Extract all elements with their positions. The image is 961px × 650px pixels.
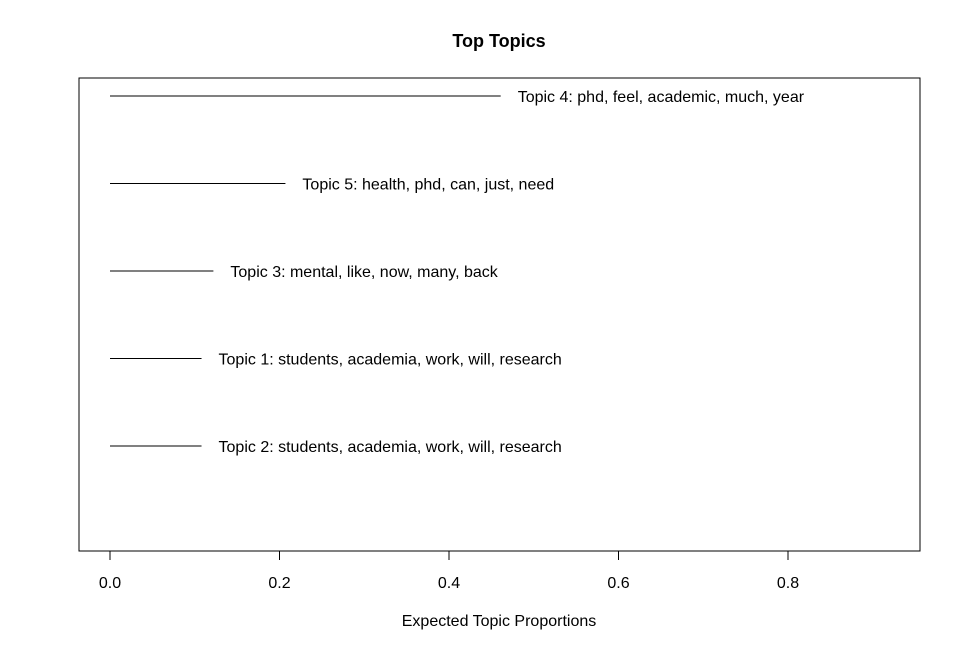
topic-bar-label: Topic 2: students, academia, work, will,… bbox=[219, 439, 562, 456]
topic-bars: Topic 4: phd, feel, academic, much, year… bbox=[110, 89, 805, 456]
x-tick-label: 0.6 bbox=[607, 575, 629, 592]
x-axis-label: Expected Topic Proportions bbox=[402, 613, 596, 630]
x-tick-label: 0.4 bbox=[438, 575, 460, 592]
chart-title: Top Topics bbox=[452, 31, 545, 51]
x-tick-label: 0.2 bbox=[268, 575, 290, 592]
x-tick-label: 0.8 bbox=[777, 575, 799, 592]
x-tick-label: 0.0 bbox=[99, 575, 121, 592]
topic-bar-label: Topic 3: mental, like, now, many, back bbox=[230, 264, 498, 281]
topic-bar-label: Topic 1: students, academia, work, will,… bbox=[219, 352, 562, 369]
topic-bar-label: Topic 5: health, phd, can, just, need bbox=[302, 177, 554, 194]
plot-frame bbox=[78, 77, 921, 552]
topic-bar-label: Topic 4: phd, feel, academic, much, year bbox=[518, 89, 805, 106]
x-axis-ticks: 0.0 0.2 0.4 0.6 0.8 bbox=[99, 551, 799, 592]
